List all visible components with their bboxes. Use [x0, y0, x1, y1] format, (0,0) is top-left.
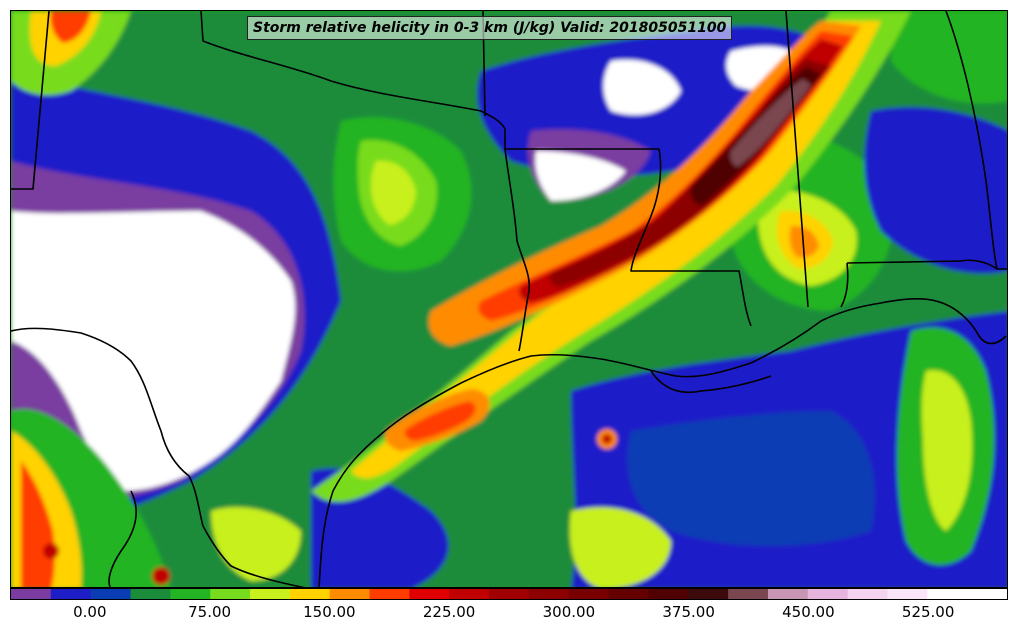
colorbar-bin: [369, 589, 410, 599]
colorbar-bin: [250, 589, 291, 599]
colorbar-tick-label: 525.00: [901, 603, 955, 621]
colorbar-bin: [210, 589, 251, 599]
colorbar: [10, 588, 1008, 600]
colorbar-bin: [289, 589, 331, 599]
colorbar-tick-label: 150.00: [303, 603, 356, 621]
colorbar-bin: [728, 589, 769, 599]
colorbar-tick-label: 0.00: [73, 603, 107, 621]
colorbar-bin: [409, 589, 450, 599]
colorbar-bin: [648, 589, 689, 599]
colorbar-bin: [927, 589, 1007, 599]
colorbar-bin: [50, 589, 92, 599]
map-title: Storm relative helicity in 0-3 km (J/kg)…: [247, 16, 733, 40]
colorbar-tick-label: 225.00: [422, 603, 476, 621]
colorbar-bin: [130, 589, 171, 599]
colorbar-bin: [847, 589, 888, 599]
colorbar-bin: [887, 589, 928, 599]
colorbar-tick-label: 300.00: [542, 603, 596, 621]
colorbar-tick-label: 375.00: [662, 603, 715, 621]
colorbar-tick-label: 75.00: [188, 603, 232, 621]
colorbar-bin: [11, 589, 52, 599]
colorbar-bin: [528, 589, 570, 599]
colorbar-bin: [608, 589, 649, 599]
colorbar-bin: [329, 589, 371, 599]
colorbar-tick-label: 450.00: [782, 603, 835, 621]
helicity-field: [11, 11, 1007, 587]
colorbar-swatches: [11, 589, 1007, 599]
colorbar-bin: [449, 589, 490, 599]
colorbar-bin: [807, 589, 849, 599]
colorbar-bin: [688, 589, 729, 599]
colorbar-bin: [767, 589, 809, 599]
colorbar-bin: [90, 589, 132, 599]
helicity-map: [10, 10, 1008, 588]
colorbar-bin: [489, 589, 530, 599]
colorbar-bin: [170, 589, 211, 599]
colorbar-bin: [568, 589, 610, 599]
